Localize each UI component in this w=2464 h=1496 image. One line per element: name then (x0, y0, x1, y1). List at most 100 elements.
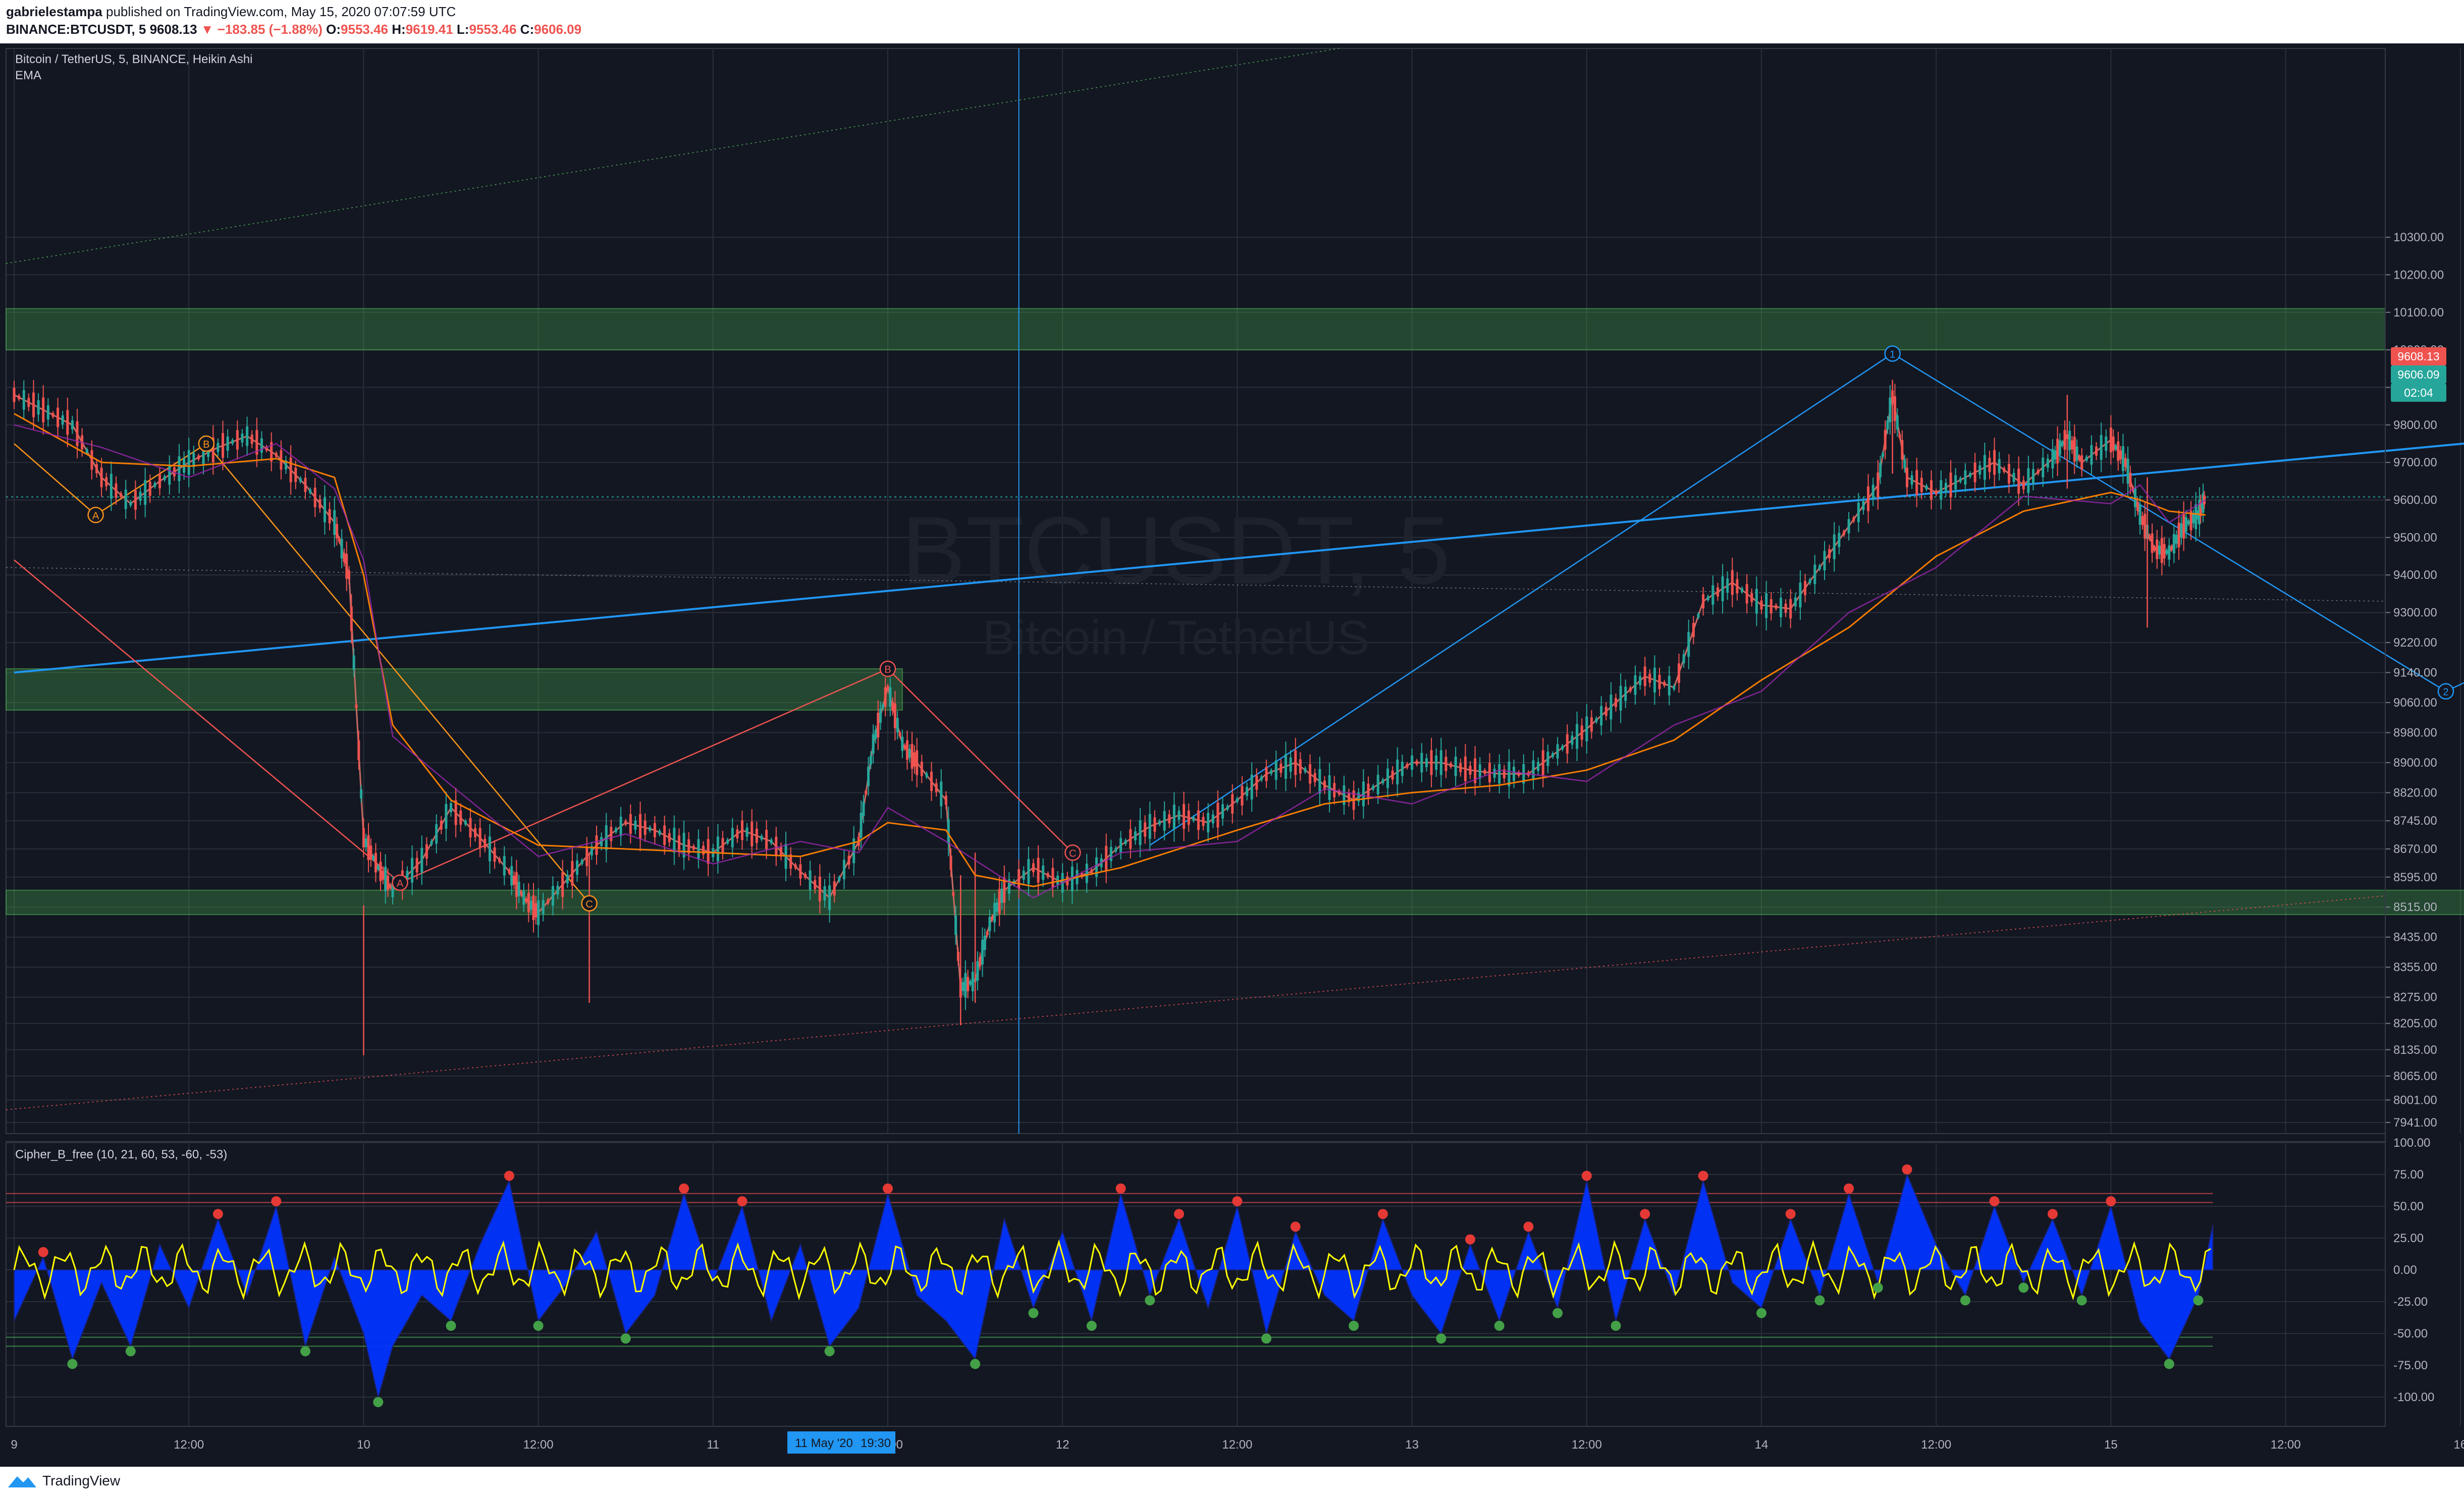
wave-1-leg (1149, 353, 1893, 846)
candle-body (677, 835, 680, 850)
candle-body (139, 492, 142, 501)
buy-dot (533, 1320, 544, 1331)
candle-body (1226, 806, 1229, 810)
candle-body (340, 539, 343, 559)
wave-label-circle (581, 895, 598, 912)
candle-body (2078, 456, 2081, 460)
candle-body (995, 902, 998, 912)
ema-legend[interactable]: EMA (15, 69, 42, 82)
sell-dot (1115, 1183, 1126, 1194)
candle-body (1760, 600, 1763, 610)
candle-body (770, 839, 773, 843)
candle-body (1459, 763, 1462, 772)
candle-body (1168, 814, 1171, 824)
oscillator-legend[interactable]: Cipher_B_free (10, 21, 60, 53, -60, -53) (15, 1148, 228, 1161)
candle-body (1624, 686, 1627, 701)
symbol-watermark: BTCUSDT, 5 Bitcoin / TetherUS (901, 497, 1450, 665)
candle-body (1634, 675, 1637, 695)
osc-tick-label: -50.00 (2393, 1327, 2428, 1341)
osc-tick-label: -25.00 (2393, 1295, 2428, 1309)
author-name[interactable]: gabrielestampa (6, 4, 102, 19)
candle-body (1488, 763, 1491, 783)
candle-body (382, 871, 385, 880)
candle-body (901, 736, 904, 751)
candle-body (1668, 676, 1671, 696)
candle-body (1478, 764, 1481, 779)
candle-body (2068, 431, 2071, 451)
time-tick-label: 12:00 (2271, 1438, 2301, 1452)
price-tick-label: 8900.00 (2393, 756, 2437, 770)
candle-body (1435, 755, 1438, 770)
time-tick-label: 12:00 (1921, 1438, 1951, 1452)
candle-body (323, 497, 326, 522)
sell-dot (1902, 1164, 1912, 1174)
candle-body (2114, 445, 2117, 450)
open-label: O: (326, 22, 341, 37)
dotted-channel-top (6, 48, 1340, 264)
candle-body (1648, 673, 1651, 683)
candle-body (1658, 675, 1661, 689)
candle-body (905, 740, 908, 760)
tradingview-icon (8, 1476, 36, 1487)
candle-body (374, 852, 377, 873)
candle-body (1450, 763, 1453, 767)
candle-body (168, 465, 171, 485)
candle-body (484, 838, 487, 848)
candle-body (1153, 817, 1156, 832)
candle-body (2165, 550, 2168, 554)
osc-tick-label: 50.00 (2393, 1200, 2424, 1213)
candle-body (668, 833, 671, 842)
candle-body (2073, 437, 2076, 462)
candle-body (76, 421, 79, 446)
candle-body (386, 875, 389, 890)
candle-body (702, 845, 705, 855)
candle-body (765, 830, 768, 849)
price-tick-label: 9800.00 (2393, 418, 2437, 432)
candle-body (842, 860, 845, 880)
candle-body (629, 814, 632, 834)
candle-body (775, 836, 778, 857)
price-tick-label: 9700.00 (2393, 456, 2437, 469)
candle-body (1425, 758, 1428, 767)
wave-label-circle (1884, 345, 1901, 362)
candle-body (1566, 734, 1569, 754)
candle-body (389, 884, 392, 889)
candle-body (85, 449, 88, 453)
candle-body (515, 872, 518, 897)
candle-body (1323, 780, 1326, 790)
candle-body (986, 931, 989, 935)
candle-body (226, 436, 229, 451)
series-legend[interactable]: Bitcoin / TetherUS, 5, BINANCE, Heikin A… (15, 52, 253, 66)
last-price: 9608.13 (149, 22, 197, 37)
candle-body (51, 413, 55, 417)
candle-body (682, 833, 685, 858)
candle-body (896, 718, 899, 732)
candle-body (275, 453, 278, 457)
crosshair-time: 19:30 (861, 1436, 891, 1450)
candle-body (1085, 863, 1088, 883)
candle-body (1842, 531, 1845, 535)
candle-body (2172, 533, 2175, 554)
candle-body (260, 438, 263, 453)
candle-body (954, 915, 957, 935)
candle-body (207, 448, 210, 457)
tradingview-logo[interactable]: TradingView (7, 1473, 120, 1489)
wave-label-circle (87, 507, 104, 523)
candle-body (1294, 750, 1297, 775)
candle-body (1144, 822, 1147, 837)
candle-body (1973, 462, 1976, 483)
candle-body (294, 467, 297, 483)
candle-body (1483, 770, 1486, 774)
candle-body (639, 814, 642, 839)
ohlc-line: BINANCE:BTCUSDT, 5 9608.13 ▼ −183.85 (−1… (6, 22, 581, 37)
candle-body (2003, 468, 2006, 472)
candle-body (1585, 716, 1588, 741)
candle-body (1877, 472, 1880, 498)
candle-body (1362, 781, 1365, 807)
candle-body (304, 477, 307, 492)
candle-body (1546, 752, 1549, 766)
candle-body (367, 835, 370, 861)
price-tick-label: 8515.00 (2393, 900, 2437, 914)
